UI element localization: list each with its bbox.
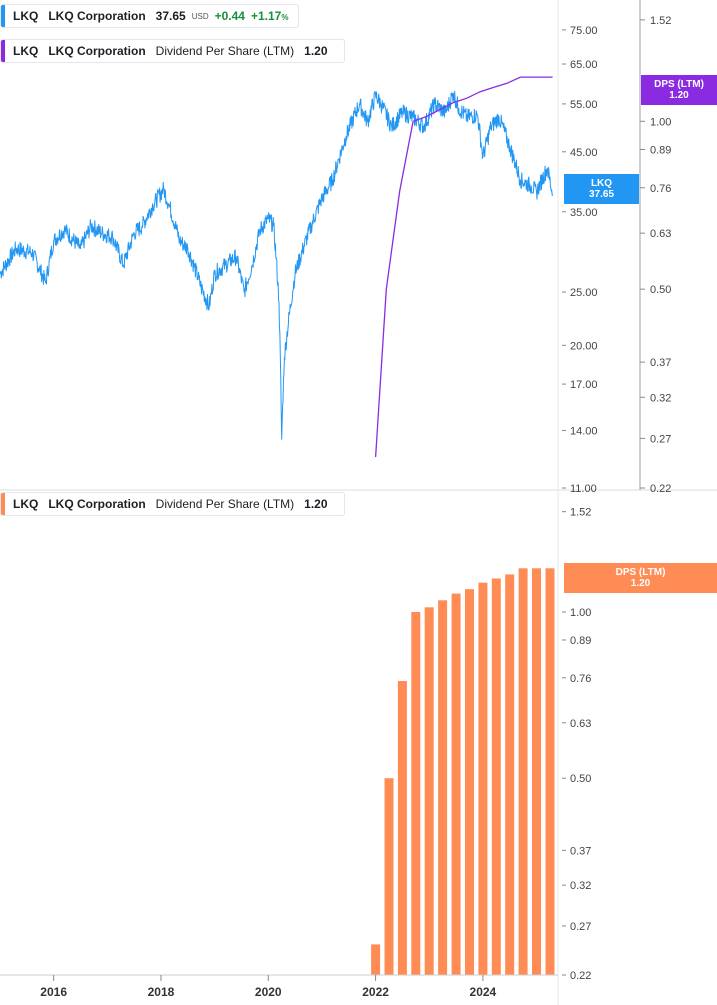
bar-axis-tick-label: 0.76 — [570, 673, 591, 685]
price-tag-label: LKQ — [590, 178, 613, 189]
x-tick-label: 2018 — [148, 985, 175, 999]
dps-bottom-legend[interactable]: LKQ LKQ Corporation Dividend Per Share (… — [0, 492, 345, 516]
dps-bar — [384, 778, 394, 975]
price-tick-label: 75.00 — [570, 25, 598, 37]
dps-bottom-legend-symbol: LKQ — [13, 497, 39, 511]
dps-tick-label: 0.37 — [650, 357, 671, 369]
dps-top-tag-label: DPS (LTM) — [654, 79, 704, 90]
dps-bar — [424, 607, 434, 975]
price-tag-value: 37.65 — [588, 189, 615, 200]
price-tick-label: 65.00 — [570, 59, 598, 71]
bar-axis-tick-label: 0.32 — [570, 880, 591, 892]
price-tick-label: 45.00 — [570, 147, 598, 159]
dps-bar — [518, 568, 528, 975]
dps-bar — [478, 582, 488, 975]
price-legend-change: +0.44 — [214, 9, 245, 23]
price-line — [0, 90, 554, 440]
price-legend-symbol: LKQ — [13, 9, 39, 23]
bar-axis-tick-label: 1.00 — [570, 607, 591, 619]
price-tick-label: 17.00 — [570, 379, 598, 391]
price-legend-name: LKQ Corporation — [48, 9, 146, 23]
dps-tick-label: 0.50 — [650, 284, 671, 296]
price-legend[interactable]: LKQ LKQ Corporation 37.65 USD +0.44 +1.1… — [0, 4, 300, 28]
dps-bottom-legend-swatch — [1, 493, 5, 515]
price-tick-label: 11.00 — [570, 483, 597, 495]
dps-bar — [491, 578, 501, 975]
dps-tick-label: 0.89 — [650, 145, 671, 157]
dps-overlay-line — [374, 76, 553, 458]
price-tick-label: 55.00 — [570, 99, 598, 111]
bar-axis-tick-label: 1.52 — [570, 507, 591, 519]
dps-tick-label: 0.76 — [650, 183, 671, 195]
x-tick-label: 2024 — [470, 985, 497, 999]
dps-top-legend-name: LKQ Corporation — [48, 44, 146, 58]
bar-axis-tick-label: 0.50 — [570, 773, 591, 785]
x-tick-label: 2016 — [40, 985, 67, 999]
dps-bottom-legend-name: LKQ Corporation — [48, 497, 146, 511]
price-line-group — [0, 90, 554, 440]
dps-bar — [465, 589, 474, 975]
dps-bottom-tag-value: 1.20 — [630, 578, 651, 589]
price-legend-currency: USD — [191, 11, 209, 21]
dps-top-legend-value: 1.20 — [304, 44, 328, 58]
dps-top-legend-swatch — [1, 40, 5, 62]
x-tick-label: 2020 — [255, 985, 282, 999]
dps-bar — [532, 568, 541, 975]
dps-bar — [397, 681, 407, 975]
dps-top-legend[interactable]: LKQ LKQ Corporation Dividend Per Share (… — [0, 39, 345, 63]
price-legend-change-pct: +1.17% — [250, 9, 289, 23]
dps-tick-label: 1.00 — [650, 116, 671, 128]
dps-bottom-tag-label: DPS (LTM) — [615, 567, 666, 578]
price-tick-label: 20.00 — [570, 340, 598, 352]
dps-top-legend-symbol: LKQ — [13, 44, 39, 58]
dps-bar — [438, 600, 448, 975]
dps-bottom-legend-value: 1.20 — [304, 497, 328, 511]
dps-bottom-value-tag: DPS (LTM) 1.20 — [564, 563, 717, 593]
price-legend-swatch — [1, 5, 5, 27]
bar-axis-tick-label: 0.63 — [570, 718, 591, 730]
dps-bar — [371, 944, 381, 975]
x-tick-label: 2022 — [362, 985, 389, 999]
dps-tick-label: 1.52 — [650, 15, 671, 27]
bar-axis-tick-label: 0.27 — [570, 921, 591, 933]
bar-axis-tick-label: 0.22 — [570, 970, 591, 982]
dps-tick-label: 0.27 — [650, 433, 671, 445]
price-tick-label: 35.00 — [570, 207, 598, 219]
dps-top-tag-value: 1.20 — [669, 90, 689, 101]
dps-line-group — [374, 76, 553, 458]
dps-tick-label: 0.22 — [650, 483, 671, 495]
dps-bar — [411, 612, 421, 975]
dps-tick-label: 0.63 — [650, 228, 671, 240]
bar-axis-tick-label: 0.37 — [570, 845, 591, 857]
dps-tick-label: 0.32 — [650, 392, 671, 404]
price-value-tag: LKQ 37.65 — [564, 174, 639, 204]
price-tick-label: 25.00 — [570, 287, 598, 299]
dps-bars-group — [371, 568, 555, 975]
dps-bar — [451, 593, 461, 975]
dps-bar — [545, 568, 555, 975]
dps-bottom-legend-metric: Dividend Per Share (LTM) — [155, 497, 295, 511]
price-legend-price: 37.65 — [155, 9, 186, 23]
dps-bar — [505, 574, 515, 975]
price-tick-label: 14.00 — [570, 425, 598, 437]
dps-top-value-tag: DPS (LTM) 1.20 — [641, 75, 717, 105]
bar-axis-tick-label: 0.89 — [570, 635, 591, 647]
dps-top-legend-metric: Dividend Per Share (LTM) — [155, 44, 295, 58]
